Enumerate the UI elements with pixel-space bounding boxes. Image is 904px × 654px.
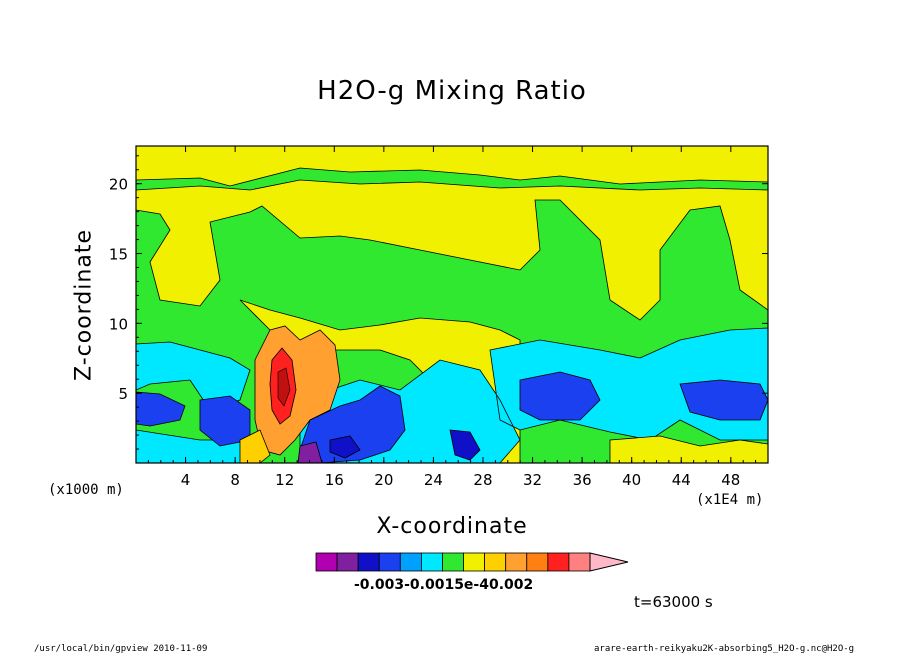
x-tick-label: 40 xyxy=(622,471,641,489)
colorbar-swatch xyxy=(463,552,486,572)
x-tick-label: 12 xyxy=(275,471,294,489)
x-tick-label: 4 xyxy=(181,471,191,489)
footer-left: /usr/local/bin/gpview 2010-11-09 xyxy=(34,644,208,654)
y-tick-label: 10 xyxy=(109,315,128,333)
colorbar-swatch xyxy=(526,552,549,572)
x-tick-label: 20 xyxy=(374,471,393,489)
y-tick-label: 5 xyxy=(118,385,128,403)
colorbar-tick-label: -0.003-0.0015e-40.002 xyxy=(354,577,534,593)
x-tick-label: 16 xyxy=(325,471,344,489)
colorbar-swatch xyxy=(378,552,401,572)
field-core-darkred xyxy=(277,367,291,407)
colorbar-swatch xyxy=(315,552,338,572)
chart-title: H2O-g Mixing Ratio xyxy=(317,76,587,106)
colorbar-swatch xyxy=(505,552,528,572)
time-label: t=63000 s xyxy=(634,593,713,611)
colorbar-arrow xyxy=(589,552,629,572)
x-tick-label: 36 xyxy=(573,471,592,489)
x-ticks: 4 8 12 16 20 24 28 32 36 40 44 48 xyxy=(147,146,757,489)
colorbar xyxy=(315,552,629,572)
y-tick-label: 15 xyxy=(109,246,128,264)
x-tick-label: 28 xyxy=(473,471,492,489)
x-unit-right: (x1E4 m) xyxy=(696,492,764,508)
colorbar-swatch xyxy=(420,552,443,572)
y-axis-label: Z-coordinate xyxy=(71,229,97,381)
plot-frame xyxy=(135,145,769,464)
colorbar-swatch xyxy=(442,552,464,572)
colorbar-swatch xyxy=(547,552,570,572)
y-ticks: 5 10 15 20 xyxy=(109,155,768,450)
y-tick-label: 20 xyxy=(109,176,128,194)
x-tick-label: 44 xyxy=(672,471,691,489)
field-core-yellow-foot xyxy=(239,429,271,463)
colorbar-swatch xyxy=(357,552,380,572)
field-blue-right xyxy=(519,371,768,421)
x-tick-label: 32 xyxy=(523,471,542,489)
field-blue-left xyxy=(136,391,186,427)
colorbar-swatch xyxy=(399,552,422,572)
field-darkblue xyxy=(329,429,481,461)
x-tick-label: 8 xyxy=(230,471,240,489)
x-tick-label: 24 xyxy=(424,471,443,489)
colorbar-swatch xyxy=(568,552,591,572)
x-unit-left: (x1000 m) xyxy=(48,482,124,498)
x-axis-label: X-coordinate xyxy=(376,514,528,539)
footer-right: arare-earth-reikyaku2K-absorbing5_H2O-g.… xyxy=(594,644,855,654)
field-yellow-right xyxy=(609,435,768,463)
colorbar-swatch xyxy=(336,552,359,572)
x-tick-label: 48 xyxy=(721,471,740,489)
colorbar-swatch xyxy=(484,552,507,572)
field-upper-green-band xyxy=(136,167,768,191)
field-core-purple xyxy=(297,441,323,463)
